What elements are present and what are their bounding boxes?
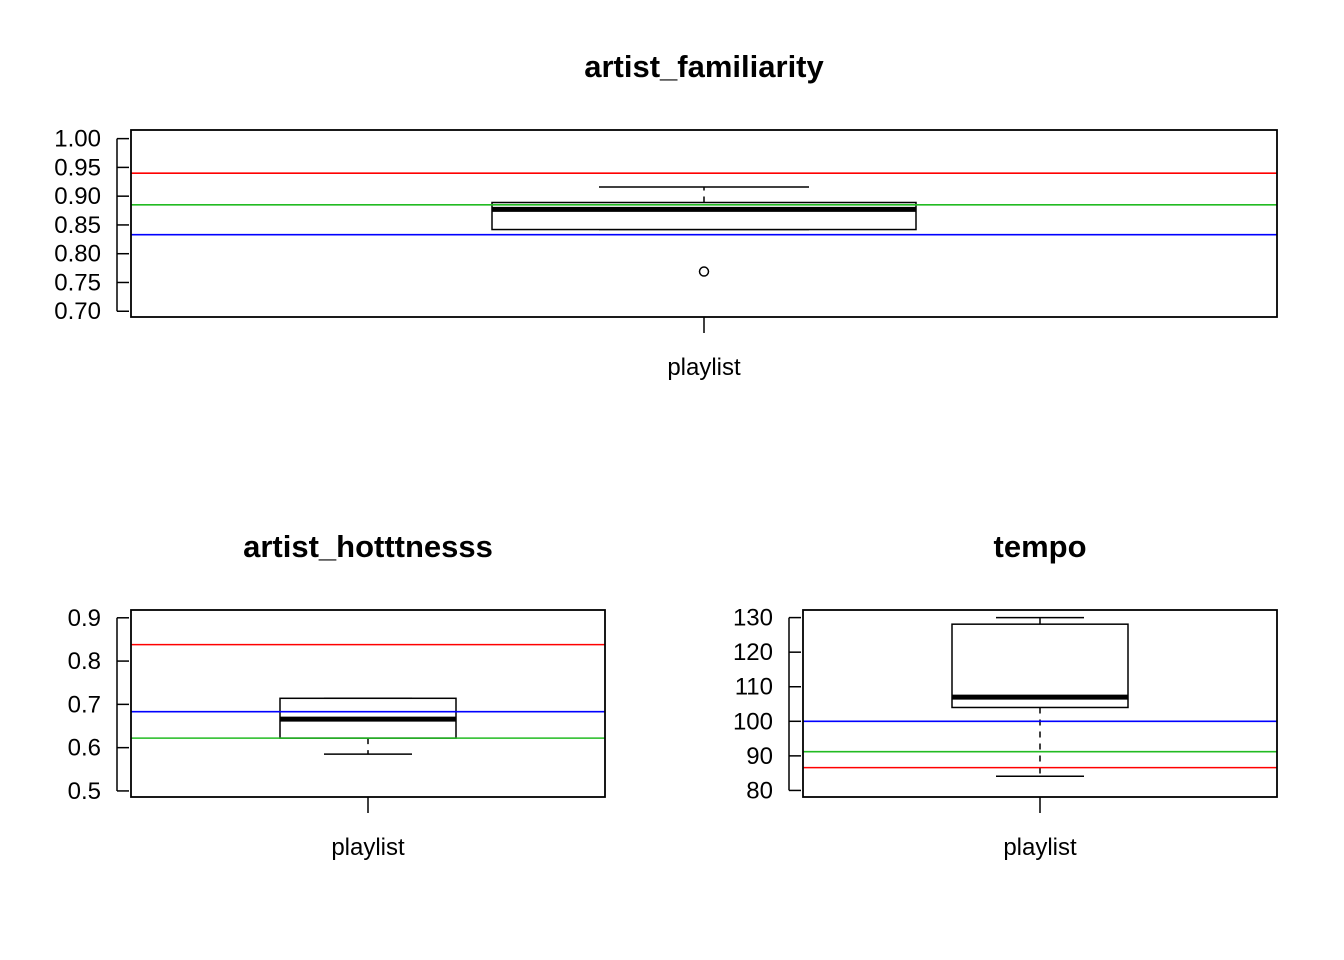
y-tick-label: 1.00: [54, 126, 101, 153]
y-tick-label: 0.5: [68, 778, 101, 805]
y-tick-label: 0.90: [54, 183, 101, 210]
plot-frame: [130, 129, 1278, 318]
y-tick-label: 0.95: [54, 154, 101, 181]
y-tick-label: 80: [746, 777, 773, 804]
x-category-label: playlist: [1003, 834, 1077, 861]
plot-frame: [130, 609, 606, 798]
y-tick-label: 0.7: [68, 691, 101, 718]
y-tick-label: 130: [733, 605, 773, 632]
y-tick-label: 120: [733, 639, 773, 666]
x-category-label: playlist: [667, 354, 741, 381]
y-tick-label: 0.8: [68, 648, 101, 675]
plot-area: 0.5 0.6 0.7 0.8 0.9: [68, 605, 606, 813]
y-tick-label: 110: [735, 674, 773, 701]
y-tick-label: 0.9: [68, 605, 101, 632]
iqr-box: [491, 201, 917, 231]
y-tick-label: 100: [733, 708, 773, 735]
plot-area: 0.700.750.800.850.900.951.00: [54, 126, 1278, 333]
x-category-label: playlist: [331, 834, 405, 861]
y-tick-label: 0.6: [68, 735, 101, 762]
outlier-point: [698, 266, 710, 277]
panel-artist-familiarity: artist_familiarity 0.700.750.800.850.900…: [54, 49, 1278, 381]
chart-title: tempo: [994, 529, 1087, 564]
y-tick-label: 0.80: [54, 241, 101, 268]
plot-frame: [802, 609, 1278, 798]
y-tick-label: 0.70: [54, 298, 101, 325]
y-tick-label: 90: [746, 743, 773, 770]
panel-artist-hotttnesss: artist_hotttnesss 0.5 0.6 0.7 0.8 0.9 playli…: [68, 529, 606, 861]
y-tick-label: 0.75: [54, 269, 101, 296]
chart-title: artist_familiarity: [584, 49, 824, 84]
chart-title: artist_hotttnesss: [243, 529, 493, 564]
y-tick-label: 0.85: [54, 212, 101, 239]
plot-area: 80 90 100 110 120 130: [733, 605, 1278, 813]
iqr-box: [951, 623, 1129, 709]
panel-tempo: tempo 80 90 100 110 120 130 playlist: [733, 529, 1278, 861]
